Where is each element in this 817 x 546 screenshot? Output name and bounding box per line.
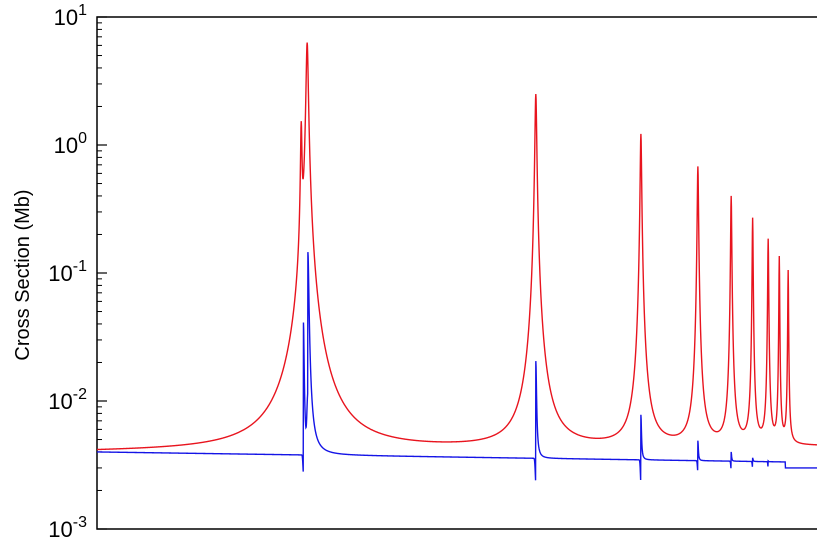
y-tick-label: 10-1 bbox=[48, 258, 87, 286]
y-tick-label: 10-3 bbox=[48, 514, 87, 542]
series-group bbox=[97, 42, 817, 481]
plot-frame bbox=[96, 16, 817, 530]
series-blue-line bbox=[97, 252, 817, 481]
series-red-line bbox=[97, 42, 817, 451]
y-tick-label: 101 bbox=[54, 2, 87, 30]
y-axis-label: Cross Section (Mb) bbox=[12, 189, 34, 360]
y-axis-ticks: 101 100 10-1 10-2 10-3 bbox=[48, 2, 107, 542]
y-tick-label: 10-2 bbox=[48, 386, 87, 414]
y-tick-label: 100 bbox=[54, 130, 87, 158]
